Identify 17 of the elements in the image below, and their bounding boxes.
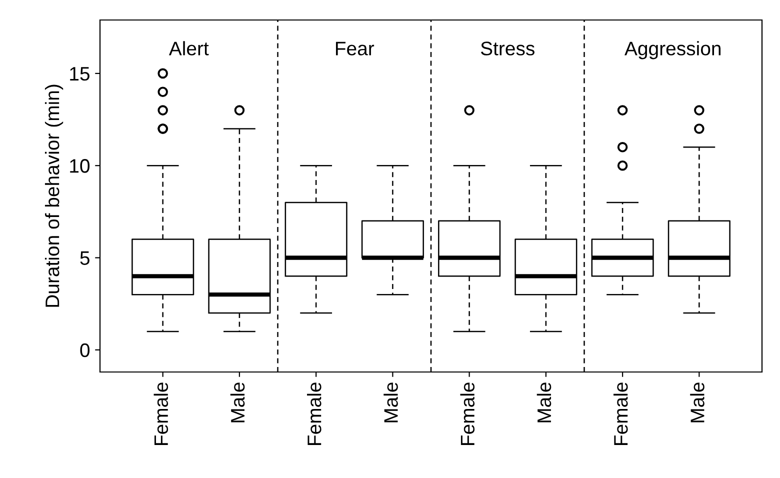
- x-tick-label: Female: [154, 382, 168, 445]
- x-tick-label: Male: [384, 382, 398, 422]
- annotation: Aggression: [624, 41, 720, 60]
- y-tick-label: 0: [80, 343, 90, 358]
- y-tick-label: 10: [70, 159, 90, 173]
- x-tick-label: Male: [690, 382, 704, 422]
- y-axis-title: Duration of behavior (min): [44, 84, 64, 307]
- annotation: Stress: [480, 42, 534, 56]
- x-tick-label: Male: [536, 382, 552, 422]
- y-tick-label: 5: [80, 251, 90, 265]
- x-tick-label: Male: [230, 382, 245, 422]
- x-tick-label: Female: [460, 382, 475, 445]
- x-tick-label: Female: [613, 382, 628, 445]
- y-tick-label: 15: [70, 67, 90, 81]
- x-tick-label: Female: [307, 382, 322, 445]
- annotation: Fear: [336, 42, 374, 56]
- annotation: Alert: [168, 41, 209, 56]
